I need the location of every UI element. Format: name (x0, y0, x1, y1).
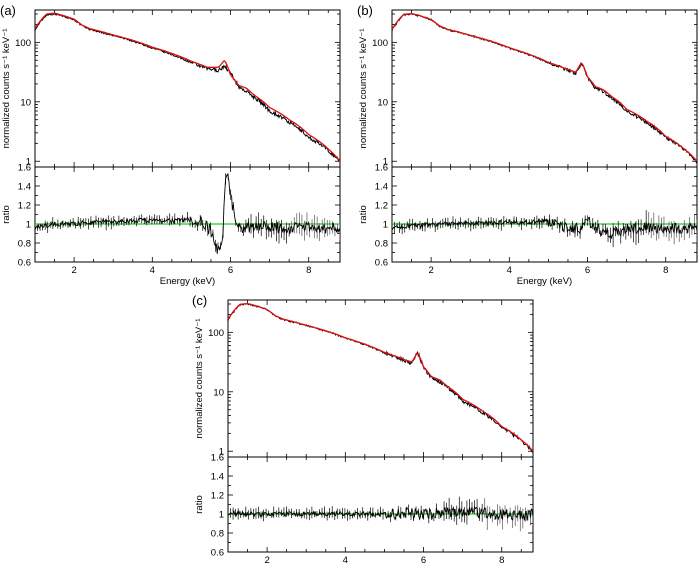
ratio-data (35, 173, 340, 254)
spectrum-model-line (35, 12, 340, 162)
ratio-tick-label: 1.2 (375, 201, 388, 212)
ratio-tick-label: 1.4 (375, 182, 388, 193)
y-tick-label: 1 (219, 447, 224, 458)
spectrum-model-line (228, 302, 533, 452)
ratio-tick-label: 0.6 (375, 258, 388, 269)
y-tick-label: 1 (26, 157, 31, 168)
x-axis-title: Energy (keV) (160, 276, 215, 287)
panel-label: (a) (0, 3, 16, 18)
x-tick-label: 4 (343, 555, 348, 565)
ratio-data (392, 210, 697, 248)
panel-label: (c) (192, 293, 207, 308)
x-tick-label: 2 (264, 555, 269, 565)
spectrum-data-line (228, 302, 533, 454)
ratio-tick-label: 1.6 (18, 163, 31, 174)
x-tick-label: 2 (428, 265, 433, 276)
y-tick-label: 1 (383, 157, 388, 168)
x-tick-label: 6 (228, 265, 233, 276)
ratio-data (228, 496, 533, 532)
x-tick-label: 8 (306, 265, 311, 276)
y-tick-label: 10 (377, 97, 388, 108)
ratio-tick-label: 0.6 (211, 548, 224, 559)
ratio-frame (227, 456, 534, 553)
x-tick-label: 4 (507, 265, 512, 276)
y-tick-label: 100 (15, 38, 31, 49)
ratio-data-line (392, 216, 697, 239)
y-axis-title: normalized counts s⁻¹ keV⁻¹ (1, 29, 12, 149)
spectrum-frame (34, 9, 341, 168)
ratio-data-line (228, 505, 533, 521)
ratio-tick-label: 1 (383, 220, 388, 231)
ratio-axis-title: ratio (1, 205, 12, 223)
ratio-tick-label: 1.2 (211, 491, 224, 502)
ratio-tick-label: 1.6 (211, 453, 224, 464)
y-tick-label: 100 (372, 38, 388, 49)
ratio-frame (391, 166, 698, 263)
ratio-tick-label: 1.4 (18, 182, 31, 193)
spectrum-frame (227, 299, 534, 458)
spectrum-model-line (392, 12, 697, 162)
x-tick-label: 8 (663, 265, 668, 276)
ratio-tick-label: 1.4 (211, 472, 224, 483)
y-tick-label: 100 (208, 328, 224, 339)
x-tick-label: 4 (150, 265, 155, 276)
panel-label: (b) (357, 3, 373, 18)
ratio-tick-label: 1 (219, 510, 224, 521)
ratio-axis-title: ratio (194, 495, 205, 513)
x-tick-label: 8 (499, 555, 504, 565)
ratio-tick-label: 0.8 (211, 529, 224, 540)
ratio-tick-label: 1.2 (18, 201, 31, 212)
ratio-data-line (35, 173, 340, 254)
x-axis-title: Energy (keV) (517, 276, 572, 287)
ratio-axis-title: ratio (358, 205, 369, 223)
y-tick-label: 10 (213, 387, 224, 398)
x-tick-label: 2 (71, 265, 76, 276)
ratio-tick-label: 0.8 (18, 239, 31, 250)
y-axis-title: normalized counts s⁻¹ keV⁻¹ (358, 29, 369, 149)
spectrum-data-line (35, 12, 340, 162)
spectrum-frame (391, 9, 698, 168)
ratio-tick-label: 1.6 (375, 163, 388, 174)
x-tick-label: 6 (585, 265, 590, 276)
x-tick-label: 6 (421, 555, 426, 565)
y-axis-title: normalized counts s⁻¹ keV⁻¹ (194, 319, 205, 439)
ratio-tick-label: 1 (26, 220, 31, 231)
y-tick-label: 10 (20, 97, 31, 108)
ratio-tick-label: 0.6 (18, 258, 31, 269)
ratio-tick-label: 0.8 (375, 239, 388, 250)
spectrum-data-line (392, 13, 697, 164)
